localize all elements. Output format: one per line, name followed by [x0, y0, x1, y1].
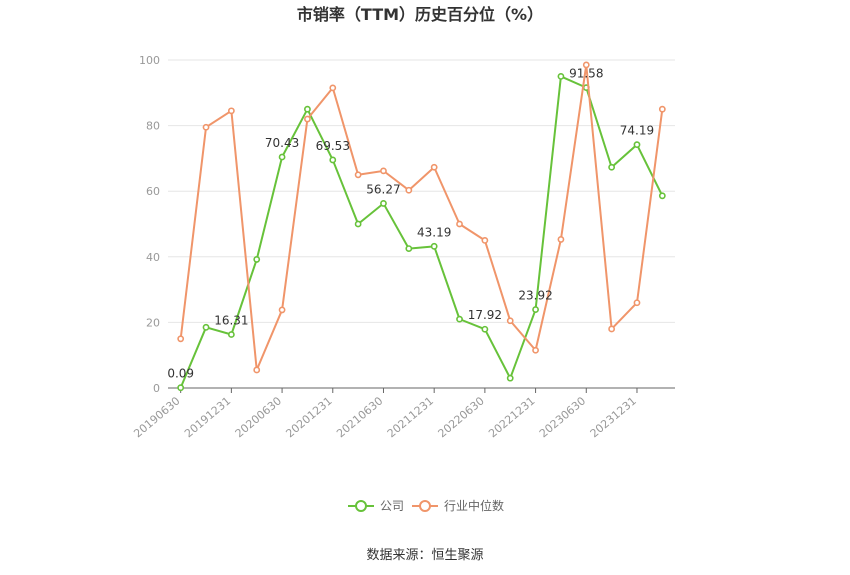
data-point [304, 105, 311, 113]
series-group [177, 61, 666, 392]
data-point [506, 317, 514, 325]
y-tick-label: 100 [139, 54, 160, 67]
data-point [253, 256, 261, 263]
data-point [430, 163, 438, 171]
data-point [481, 236, 489, 244]
data-point [456, 220, 463, 228]
x-tick-label: 20231231 [588, 394, 639, 440]
grid-lines [168, 59, 675, 323]
data-point [177, 335, 185, 343]
y-tick-label: 60 [146, 185, 160, 198]
data-point [481, 325, 489, 333]
data-label: 74.19 [620, 124, 654, 138]
data-point [329, 84, 337, 92]
y-tick-label: 0 [153, 382, 160, 395]
series-line-0 [179, 75, 664, 389]
data-point [430, 242, 438, 250]
data-point [177, 384, 185, 392]
x-axis: 20190630 20191231 20200630 20201231 20210630… [131, 387, 675, 440]
y-tick-label: 80 [146, 120, 160, 133]
legend-label: 公司 [380, 499, 404, 513]
data-point [608, 163, 616, 171]
data-point [658, 192, 666, 200]
y-axis: 0 20 40 60 80 100 [139, 54, 160, 395]
data-point [633, 141, 641, 149]
data-label: 43.19 [417, 225, 451, 239]
data-point [380, 167, 387, 175]
x-tick-label: 20190630 [131, 394, 182, 440]
legend-item-1[interactable]: 行业中位数 [412, 498, 504, 513]
data-point [557, 73, 565, 80]
data-point [227, 331, 235, 338]
data-point [304, 115, 311, 123]
x-tick-label: 20210630 [334, 394, 385, 440]
data-label: 23.92 [518, 289, 552, 303]
data-point [405, 245, 413, 252]
data-point [532, 346, 539, 354]
legend[interactable]: 公司 行业中位数 [348, 498, 504, 513]
data-point [380, 200, 387, 207]
x-tick-label: 20220630 [436, 394, 487, 440]
data-point [506, 374, 514, 382]
data-label: 17.92 [468, 308, 502, 322]
legend-label: 行业中位数 [444, 498, 504, 513]
data-point [608, 325, 616, 333]
legend-marker [419, 500, 431, 512]
data-label: 91.58 [569, 67, 603, 81]
data-point [532, 306, 539, 313]
y-tick-label: 20 [146, 316, 160, 329]
data-point [658, 105, 666, 113]
data-point [278, 153, 286, 161]
data-point [227, 107, 235, 115]
y-tick-label: 40 [146, 251, 160, 264]
x-tick-label: 20211231 [385, 394, 436, 440]
x-tick-label: 20191231 [182, 394, 233, 440]
x-tick-label: 20201231 [283, 394, 334, 440]
x-tick-label: 20200630 [233, 394, 284, 440]
legend-marker [355, 500, 367, 512]
data-label: 0.09 [167, 367, 194, 381]
data-label: 16.31 [214, 314, 248, 328]
data-point [278, 306, 286, 314]
data-point [582, 61, 590, 69]
data-label: 69.53 [316, 139, 350, 153]
data-point [633, 299, 641, 307]
legend-item-0[interactable]: 公司 [348, 499, 404, 513]
data-label: 56.27 [366, 182, 400, 196]
chart-title: 市销率（TTM）历史百分位（%） [297, 5, 543, 24]
data-point [354, 171, 362, 179]
series-line-1 [179, 63, 664, 371]
data-point [456, 315, 463, 323]
data-point [354, 220, 362, 228]
data-point [405, 186, 413, 194]
data-point [202, 323, 210, 331]
data-point [202, 123, 210, 131]
data-label: 70.43 [265, 136, 299, 150]
data-point [253, 366, 261, 374]
data-point [329, 156, 337, 164]
data-point [557, 236, 565, 243]
x-tick-label: 20221231 [486, 394, 537, 440]
data-labels: 0.09 16.31 70.43 69.53 56.27 43.19 17.92 23.92 9… [167, 67, 654, 381]
source-note: 数据来源：恒生聚源 [366, 548, 483, 563]
x-tick-label: 20230630 [537, 394, 588, 440]
